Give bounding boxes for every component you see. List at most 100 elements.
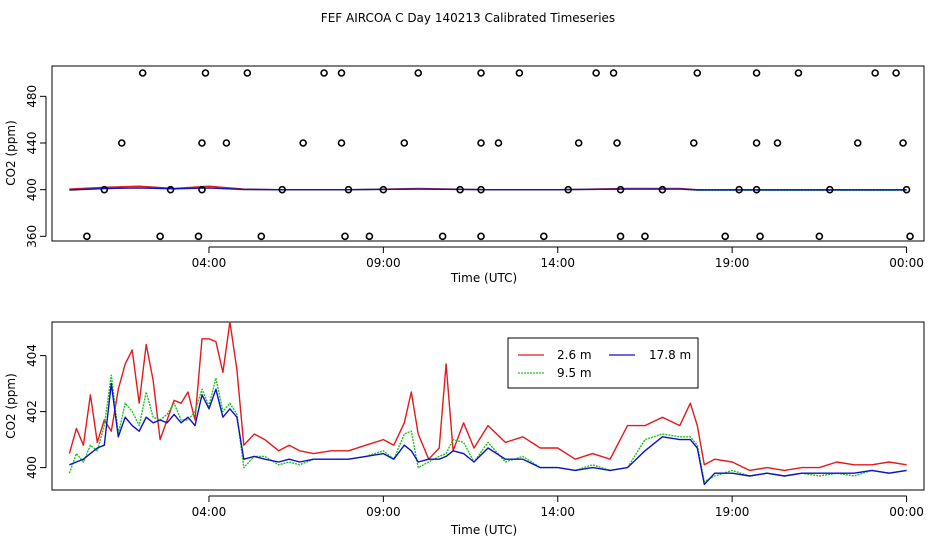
scatter-point	[156, 232, 164, 241]
scatter-point	[752, 69, 761, 77]
x-tick-label: 04:00	[192, 256, 227, 270]
series-line-17-8-m	[69, 187, 907, 191]
scatter-point	[341, 232, 349, 241]
x-tick-label: 00:00	[889, 256, 924, 270]
y-tick-label: 440	[25, 132, 39, 155]
scatter-point	[344, 185, 353, 194]
scatter-point	[477, 69, 485, 77]
scatter-point	[693, 69, 702, 77]
scatter-point	[243, 69, 252, 77]
bottom-series-lines	[68, 321, 907, 486]
scatter-point	[477, 185, 485, 194]
scatter-point	[616, 185, 625, 194]
scatter-point	[689, 139, 698, 147]
scatter-point	[400, 139, 409, 147]
scatter-point	[794, 69, 803, 77]
scatter-point	[613, 139, 621, 147]
x-tick-label: 04:00	[192, 505, 227, 519]
legend-label-9-5m: 9.5 m	[557, 366, 592, 380]
y-tick-label: 480	[25, 85, 39, 108]
scatter-point	[752, 185, 761, 194]
figure-title: FEF AIRCOA C Day 140213 Calibrated Times…	[321, 11, 615, 25]
scatter-point	[721, 232, 729, 241]
bottom-y-axis-label: CO2 (ppm)	[4, 373, 18, 439]
series-line-17-8-m	[69, 382, 907, 486]
scatter-point	[299, 139, 307, 147]
scatter-point	[494, 139, 503, 147]
scatter-point	[735, 185, 743, 194]
y-tick-label: 400	[25, 456, 39, 479]
bottom-plot-frame	[51, 321, 925, 491]
scatter-point	[773, 139, 782, 147]
bottom-x-axis-label: Time (UTC)	[450, 523, 517, 537]
y-tick-label: 360	[25, 225, 39, 248]
scatter-point	[574, 139, 583, 147]
scatter-point	[756, 232, 764, 241]
series-line-2-6-m	[68, 321, 907, 472]
scatter-point	[198, 185, 206, 194]
series-line-9-5-m	[68, 374, 907, 483]
scatter-point	[194, 232, 203, 241]
scatter-point	[815, 232, 824, 241]
scatter-point	[641, 232, 649, 241]
bottom-y-axis: 400 402 404	[25, 344, 47, 479]
scatter-point	[201, 69, 210, 77]
scatter-point	[609, 69, 618, 77]
y-tick-label: 402	[25, 400, 39, 423]
legend-label-17-8m: 17.8 m	[649, 348, 691, 362]
bottom-panel: 400 402 404 04:00 09:00 14:00 19:00 00:00 2.6 …	[4, 321, 925, 537]
scatter-point	[826, 185, 834, 194]
scatter-point	[853, 139, 862, 147]
scatter-point	[752, 139, 761, 147]
x-tick-label: 19:00	[715, 505, 750, 519]
scatter-point	[198, 139, 206, 147]
x-tick-label: 14:00	[540, 256, 575, 270]
x-tick-label: 09:00	[366, 505, 401, 519]
scatter-point	[365, 232, 374, 241]
legend-label-2-6m: 2.6 m	[557, 348, 592, 362]
x-tick-label: 14:00	[540, 505, 575, 519]
legend-box	[507, 337, 699, 389]
scatter-point	[515, 69, 524, 77]
top-x-axis-label: Time (UTC)	[450, 271, 517, 285]
x-tick-label: 19:00	[715, 256, 750, 270]
top-scatter-points	[83, 69, 914, 241]
scatter-point	[899, 139, 907, 147]
scatter-point	[892, 69, 900, 77]
scatter-point	[83, 232, 91, 241]
top-panel: 360 400 440 480 04:00 09:00 14:00 19:00 00:00 T…	[4, 65, 925, 285]
top-series-lines	[69, 185, 907, 192]
scatter-point	[222, 139, 231, 147]
top-plot-frame	[51, 65, 925, 242]
scatter-point	[540, 232, 548, 241]
top-y-axis-label: CO2 (ppm)	[4, 120, 18, 186]
scatter-point	[257, 232, 266, 241]
scatter-point	[477, 139, 485, 147]
scatter-point	[616, 232, 625, 241]
scatter-point	[337, 69, 346, 77]
legend: 2.6 m 9.5 m 17.8 m	[507, 337, 699, 389]
scatter-point	[477, 232, 485, 241]
scatter-point	[592, 69, 600, 77]
scatter-point	[902, 185, 911, 194]
scatter-point	[564, 185, 573, 194]
y-tick-label: 400	[25, 178, 39, 201]
scatter-point	[456, 185, 464, 194]
scatter-point	[320, 69, 328, 77]
y-tick-label: 404	[25, 344, 39, 367]
scatter-point	[337, 139, 346, 147]
x-tick-label: 00:00	[889, 505, 924, 519]
scatter-point	[379, 185, 388, 194]
scatter-point	[438, 232, 447, 241]
top-y-axis: 360 400 440 480	[25, 85, 47, 248]
top-x-axis: 04:00 09:00 14:00 19:00 00:00	[192, 246, 924, 270]
scatter-point	[117, 139, 126, 147]
scatter-point	[906, 232, 914, 241]
scatter-point	[138, 69, 147, 77]
bottom-x-axis: 04:00 09:00 14:00 19:00 00:00	[192, 495, 924, 519]
scatter-point	[658, 185, 667, 194]
scatter-point	[871, 69, 879, 77]
scatter-point	[278, 185, 287, 194]
scatter-point	[166, 185, 175, 194]
